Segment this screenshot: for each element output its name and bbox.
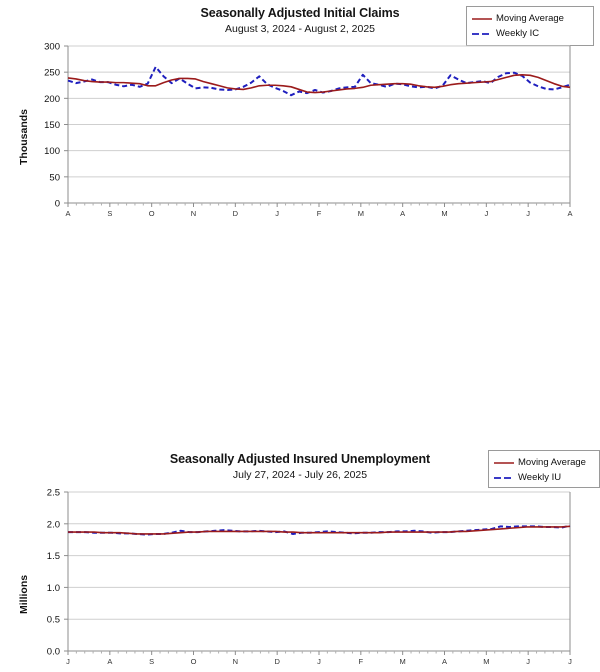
legend-label: Weekly IC	[496, 27, 540, 39]
svg-text:M: M	[400, 657, 406, 666]
svg-text:O: O	[149, 209, 155, 218]
svg-text:F: F	[359, 657, 364, 666]
plot-area-initial-claims: 0 50 100 150 200 250 300 A S O N D J F M A M J J A	[0, 0, 600, 224]
legend-item-moving-average[interactable]: Moving Average	[471, 11, 587, 26]
solid-line-icon	[471, 14, 493, 24]
svg-text:A: A	[65, 209, 70, 218]
legend-initial-claims: Moving Average Weekly IC	[466, 6, 594, 46]
svg-text:200: 200	[44, 94, 60, 105]
dashed-line-icon	[471, 29, 493, 39]
svg-text:1.5: 1.5	[47, 551, 60, 562]
plot-area-insured-unemployment: 0.0 0.5 1.0 1.5 2.0 2.5 J A S O N D J F M A M J J	[0, 448, 600, 672]
svg-text:A: A	[442, 657, 447, 666]
svg-text:O: O	[191, 657, 197, 666]
legend-label: Moving Average	[496, 12, 564, 24]
svg-text:D: D	[233, 209, 239, 218]
svg-text:N: N	[233, 657, 238, 666]
svg-text:S: S	[149, 657, 154, 666]
svg-text:F: F	[317, 209, 322, 218]
svg-text:1.0: 1.0	[47, 583, 60, 594]
svg-text:0.5: 0.5	[47, 615, 60, 626]
svg-text:J: J	[484, 209, 488, 218]
chart-subtitle: August 3, 2024 - August 2, 2025	[224, 23, 376, 35]
chart-panel-insured-unemployment: Seasonally Adjusted Insured Unemployment…	[0, 224, 600, 666]
svg-text:M: M	[358, 209, 364, 218]
svg-text:S: S	[107, 209, 112, 218]
svg-text:N: N	[191, 209, 196, 218]
svg-text:D: D	[274, 657, 280, 666]
svg-text:J: J	[66, 657, 70, 666]
svg-text:J: J	[317, 657, 321, 666]
svg-text:M: M	[483, 657, 489, 666]
svg-text:J: J	[526, 209, 530, 218]
svg-text:0.0: 0.0	[47, 647, 60, 658]
svg-text:0: 0	[55, 199, 60, 210]
legend-item-weekly[interactable]: Weekly IC	[471, 26, 587, 41]
svg-text:300: 300	[44, 42, 60, 53]
svg-text:150: 150	[44, 120, 60, 131]
svg-text:J: J	[568, 657, 572, 666]
svg-text:M: M	[441, 209, 447, 218]
svg-text:250: 250	[44, 68, 60, 79]
page-title: Seasonally Adjusted Initial Claims	[200, 6, 400, 20]
svg-text:A: A	[400, 209, 405, 218]
svg-text:100: 100	[44, 146, 60, 157]
svg-text:2.0: 2.0	[47, 519, 60, 530]
svg-text:J: J	[275, 209, 279, 218]
svg-text:J: J	[526, 657, 530, 666]
svg-text:50: 50	[49, 172, 60, 183]
chart-panel-initial-claims: Seasonally Adjusted Initial Claims Augus…	[0, 0, 600, 224]
svg-text:2.5: 2.5	[47, 488, 60, 499]
svg-text:A: A	[107, 657, 112, 666]
svg-text:A: A	[567, 209, 572, 218]
